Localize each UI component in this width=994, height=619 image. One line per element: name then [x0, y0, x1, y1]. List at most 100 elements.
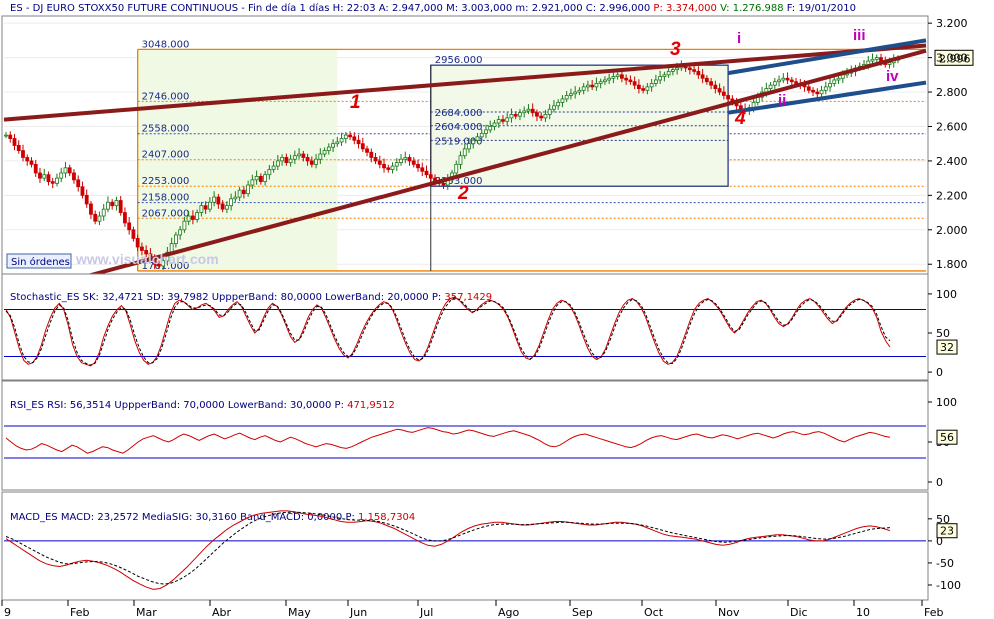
time-tick-label: 10	[856, 606, 870, 619]
candle-body	[806, 86, 811, 91]
channel-upper	[727, 38, 927, 76]
price-candles	[4, 53, 900, 270]
osc-legend-value: 39,7982	[164, 292, 209, 303]
candle-body	[72, 172, 76, 181]
candle-body	[832, 79, 837, 84]
candle-body	[212, 196, 217, 203]
subwave-label: iv	[886, 68, 899, 85]
candle-body	[564, 95, 569, 100]
osc-legend-value: 471,9512	[344, 400, 395, 411]
osc-tick-label: 100	[936, 288, 957, 301]
time-tick-label: Abr	[212, 606, 232, 619]
candle-body	[25, 157, 30, 162]
candle-body	[815, 91, 820, 95]
candle-body	[233, 196, 238, 200]
fib-left-level-label: 2067.000	[142, 208, 190, 219]
header-p-label: P:	[653, 3, 662, 14]
candle-body	[373, 157, 378, 162]
candle-body	[471, 139, 476, 145]
candle-body	[777, 79, 781, 83]
time-tick-label: 9	[4, 606, 11, 619]
candle-body	[870, 58, 875, 62]
time-axis: 9 Feb Mar Abr May Jun Jul Ago Sep Oct Nov Dic 10 Feb	[1, 600, 943, 619]
candle-body	[492, 122, 497, 127]
candle-body	[636, 84, 641, 89]
fib-left-level-label: 2253.000	[142, 176, 190, 187]
header-date-value: 19/01/2010	[798, 3, 856, 14]
candle-body	[220, 203, 225, 210]
candle-body	[509, 114, 514, 119]
candle-body	[594, 83, 599, 88]
candle-body	[620, 74, 624, 79]
candle-body	[369, 151, 374, 158]
candle-body	[586, 84, 590, 88]
candle-body	[314, 158, 318, 165]
osc-legend-value: 30,3160	[192, 512, 237, 523]
candle-body	[675, 67, 680, 71]
wave-label: 3	[670, 39, 681, 60]
osc-legend-label: MACD:	[58, 512, 95, 523]
osc-tick-label: -100	[936, 579, 961, 592]
candle-body	[662, 74, 667, 77]
candle-body	[577, 89, 582, 93]
candle-body	[479, 132, 484, 138]
wave-label: 1	[350, 92, 361, 113]
candle-body	[581, 86, 586, 91]
candle-body	[229, 198, 234, 207]
header-low-value: 2.921,000	[532, 3, 583, 14]
candle-body	[713, 84, 718, 89]
osc-title: RSI_ES	[10, 400, 44, 411]
osc-legend: Stochastic_ES SK: 32,4721 SD: 39,7982 Up…	[10, 292, 492, 303]
fib-left-level-label: 2558.000	[142, 124, 190, 135]
candle-body	[182, 220, 187, 231]
header-period: Fin de día 1 días	[248, 2, 329, 14]
candle-body	[365, 148, 369, 153]
sin-ordenes-button[interactable]: Sin órdenes	[6, 253, 72, 269]
rsi-panel-frame	[1, 380, 929, 491]
candle-body	[411, 160, 416, 165]
candle-body	[781, 77, 786, 81]
fib-right-level-label: 2604.000	[435, 122, 483, 133]
candle-body	[403, 157, 408, 160]
candle-body	[530, 108, 535, 114]
candle-body	[543, 114, 548, 119]
candle-body	[377, 160, 382, 165]
rsi-panel: RSI_ES RSI: 56,3514 UppperBand: 70,0000 …	[4, 396, 958, 489]
candle-body	[207, 201, 212, 210]
candle-body	[55, 177, 59, 184]
osc-last-label: 23	[940, 525, 954, 538]
osc-legend-label: SK:	[79, 292, 98, 303]
candle-body	[305, 157, 310, 162]
candle-body	[590, 84, 595, 88]
header-symbol: ES - DJ EURO STOXX50 FUTURE CONTINUOUS	[10, 3, 238, 14]
price-tick-label: 3.200	[936, 17, 968, 30]
header-low-label: m:	[515, 3, 528, 14]
osc-legend-label: LowerBand:	[322, 292, 384, 303]
candle-body	[666, 70, 671, 76]
candle-body	[335, 141, 340, 145]
last-price-badge	[934, 49, 974, 66]
candle-body	[84, 194, 89, 205]
candle-body	[645, 86, 650, 91]
osc-legend-label: P:	[342, 512, 355, 523]
osc-series-sd	[5, 297, 891, 366]
candle-body	[658, 76, 663, 81]
candle-body	[258, 176, 263, 182]
candle-body	[186, 215, 191, 222]
candle-body	[33, 163, 38, 174]
candle-body	[16, 145, 21, 151]
candle-body	[649, 83, 654, 88]
time-tick-label: Jun	[349, 606, 367, 619]
candle-body	[331, 143, 335, 148]
subwave-label: iii	[853, 27, 866, 44]
candle-body	[101, 208, 106, 217]
candle-body	[603, 79, 607, 83]
price-tick-label: 2.800	[936, 86, 968, 99]
candle-body	[157, 263, 161, 267]
candle-body	[271, 165, 276, 170]
candle-body	[254, 176, 259, 181]
header-date-label: F:	[787, 3, 795, 14]
candle-body	[382, 163, 386, 169]
candle-body	[174, 234, 178, 244]
